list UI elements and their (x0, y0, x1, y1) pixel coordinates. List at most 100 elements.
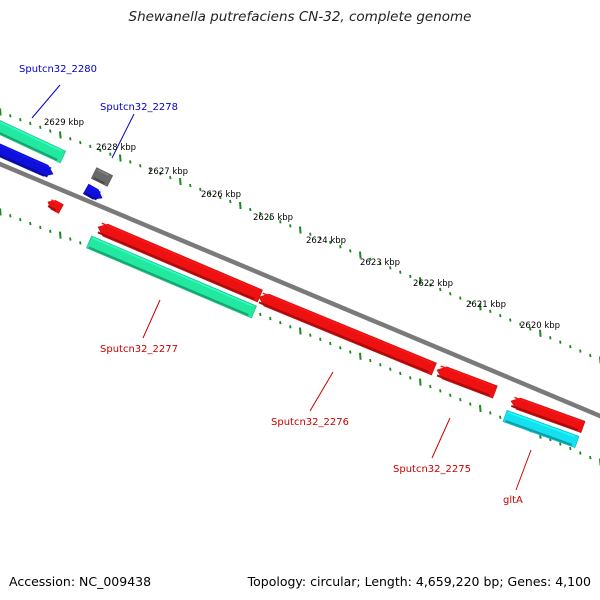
outer-ruler-tick (179, 177, 182, 186)
outer-ruler-tick (419, 277, 422, 285)
gene-feature-sputcn32-2276[interactable] (258, 292, 437, 376)
inner-ruler-tick (559, 442, 562, 446)
inner-ruler-tick (49, 229, 52, 233)
gene-feature-blue-1[interactable] (0, 141, 54, 178)
outer-ruler-tick (239, 201, 242, 210)
outer-ruler-tick (499, 313, 502, 318)
gene-label-sputcn32-2278: Sputcn32_2278 (100, 102, 178, 113)
gene-feature-cyan[interactable] (502, 409, 580, 449)
gene-feature-sputcn32-2275[interactable] (436, 365, 498, 399)
outer-ruler-tick (569, 344, 572, 349)
inner-ruler-tick (339, 346, 342, 350)
outer-ruler-tick (349, 249, 352, 253)
outer-ruler-tick (409, 274, 412, 279)
outer-ruler-tick (489, 309, 492, 313)
leader-glta (515, 449, 532, 491)
outer-ruler-tick (329, 240, 332, 245)
outer-ruler-tick (479, 303, 482, 311)
inner-ruler-tick (279, 321, 282, 325)
gene-feature-gray[interactable] (90, 167, 114, 187)
inner-ruler-tick (389, 367, 392, 371)
inner-ruler-tick (309, 333, 312, 337)
inner-ruler-tick (419, 378, 422, 386)
inner-ruler-tick (0, 208, 2, 216)
inner-ruler-tick (319, 337, 322, 342)
outer-ruler-tick (199, 187, 202, 192)
outer-ruler-tick (229, 199, 232, 204)
outer-ruler-tick (59, 131, 62, 139)
outer-ruler-tick (209, 191, 212, 196)
outer-ruler-tick (319, 236, 322, 240)
outer-ruler-tick (219, 195, 222, 200)
outer-ruler-tick (389, 266, 392, 270)
accession-text: Accession: NC_009438 (9, 574, 152, 589)
inner-ruler-tick (19, 218, 22, 222)
inner-ruler-tick (59, 231, 62, 239)
outer-ruler-tick (449, 292, 452, 296)
inner-ruler-tick (369, 358, 372, 363)
outer-ruler-tick (539, 329, 542, 337)
outer-ruler-tick (149, 168, 152, 172)
ruler-label-2628: 2628 kbp (96, 143, 136, 153)
outer-ruler-tick (559, 340, 562, 344)
inner-ruler-tick (29, 221, 32, 226)
inner-ruler-tick (589, 455, 592, 460)
inner-ruler-tick (259, 312, 262, 317)
outer-ruler-tick (99, 148, 102, 153)
inner-ruler-tick (469, 402, 472, 406)
outer-ruler-tick (289, 224, 292, 228)
leader-sputcn32-2278 (111, 113, 135, 159)
inner-ruler-tick (409, 376, 412, 380)
inner-ruler-tick (569, 446, 572, 451)
gene-label-sputcn32-2276: Sputcn32_2276 (271, 417, 349, 428)
gene-label-sputcn32-2280: Sputcn32_2280 (19, 64, 97, 75)
gene-feature-sputcn32-2280[interactable] (0, 117, 67, 164)
gene-features[interactable] (0, 117, 586, 449)
gene-labels[interactable]: Sputcn32_2280 Sputcn32_2278 Sputcn32_227… (19, 64, 523, 506)
inner-ruler-tick (349, 350, 352, 354)
outer-ruler-tick (129, 160, 132, 164)
inner-ruler-tick (329, 341, 332, 346)
outer-ruler-tick (109, 152, 112, 156)
gene-feature-glta[interactable] (510, 396, 586, 434)
outer-ruler-tick (269, 215, 272, 220)
inner-ruler-tick (489, 411, 492, 415)
inner-ruler-tick (439, 389, 442, 393)
gene-feature-sputcn32-2278[interactable] (82, 183, 103, 201)
outer-ruler-tick (589, 353, 592, 358)
outer-ruler-tick (9, 114, 12, 118)
inner-ruler-tick (359, 352, 362, 360)
inner-ruler-tick (429, 384, 432, 389)
gene-label-glta: gltA (503, 495, 523, 506)
outer-ruler-tick (509, 318, 512, 322)
leader-sputcn32-2280 (31, 84, 61, 119)
outer-ruler-tick (379, 261, 382, 266)
outer-ruler-tick (369, 257, 372, 262)
inner-ruler-tick (39, 225, 42, 230)
leader-sputcn32-2275 (431, 417, 451, 459)
genome-summary-text: Topology: circular; Length: 4,659,220 bp… (247, 574, 591, 589)
outer-ruler-tick (339, 244, 342, 249)
inner-ruler-tick (299, 327, 302, 335)
gene-feature-sputcn32-2276-a[interactable] (97, 222, 263, 303)
gene-feature-red-small[interactable] (47, 199, 64, 214)
gene-label-sputcn32-2275: Sputcn32_2275 (393, 464, 471, 475)
inner-ruler-tick (379, 363, 382, 367)
outer-ruler-tick (279, 220, 282, 224)
gene-label-sputcn32-2277: Sputcn32_2277 (100, 344, 178, 355)
outer-ruler-tick (159, 171, 162, 176)
outer-ruler-tick (139, 164, 142, 168)
gene-feature-sputcn32-2277[interactable] (86, 235, 257, 319)
inner-ruler-tick (479, 404, 482, 413)
inner-ruler-tick (399, 371, 402, 376)
outer-ruler-tick (429, 283, 432, 287)
ruler-label-2621: 2621 kbp (466, 300, 506, 310)
leader-sputcn32-2276 (309, 371, 334, 412)
outer-ruler-tick (469, 300, 472, 305)
outer-ruler-tick (79, 140, 82, 145)
inner-ruler-tick (449, 393, 452, 397)
outer-ruler-tick (0, 108, 2, 116)
outer-ruler-tick (169, 175, 172, 180)
inner-ruler-tick (459, 397, 462, 402)
